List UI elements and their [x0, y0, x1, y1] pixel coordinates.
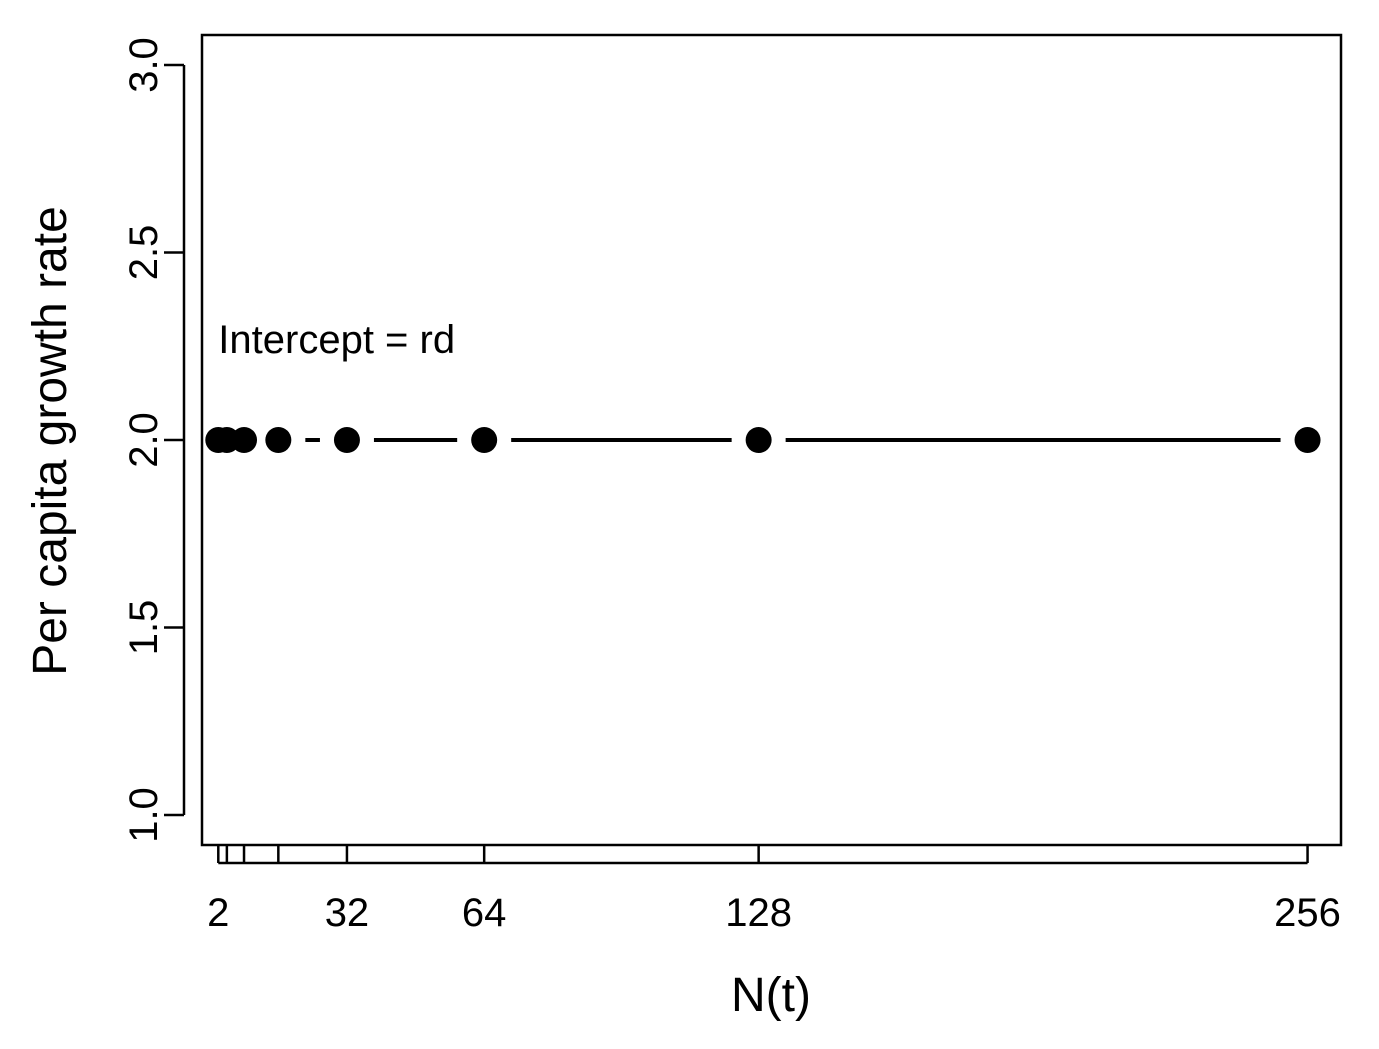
- x-axis: 2 32 64 128 256: [207, 845, 1341, 935]
- y-tick-label: 1.0: [122, 787, 166, 843]
- plot-frame: [200, 33, 1343, 847]
- x-tick-label: 128: [725, 891, 792, 935]
- data-point: [471, 427, 498, 453]
- y-tick-label: 3.0: [122, 37, 166, 93]
- y-axis: 1.0 1.5 2.0 2.5 3.0: [122, 37, 186, 843]
- annotation-intercept: Intercept = rd: [218, 318, 455, 362]
- y-axis-label: Per capita growth rate: [24, 206, 77, 676]
- data-point: [231, 427, 258, 453]
- y-tick-label: 2.5: [122, 225, 166, 281]
- data-point: [1294, 427, 1321, 453]
- y-tick-label: 2.0: [122, 412, 166, 468]
- series-points: [205, 427, 1321, 453]
- x-tick-label: 2: [207, 891, 229, 935]
- data-point: [265, 427, 292, 453]
- x-tick-label: 256: [1274, 891, 1341, 935]
- y-tick-label: 1.5: [122, 600, 166, 656]
- x-tick-label: 64: [462, 891, 507, 935]
- data-point: [745, 427, 772, 453]
- x-tick-label: 32: [325, 891, 370, 935]
- data-point: [333, 427, 360, 453]
- x-axis-label: N(t): [731, 969, 811, 1022]
